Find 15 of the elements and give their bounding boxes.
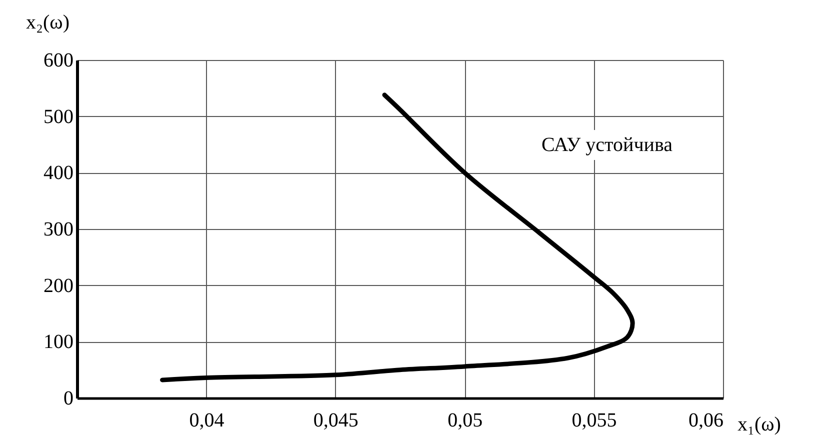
annotation: САУ устойчива xyxy=(541,134,673,156)
y-tick-label: 200 xyxy=(44,274,74,297)
x-tick-label: 0,045 xyxy=(313,410,358,432)
y-tick-label: 600 xyxy=(44,50,74,72)
y-tick-label: 300 xyxy=(44,218,74,240)
x-tick-label: 0,05 xyxy=(448,410,483,432)
y-axis-title: x₂(ω) xyxy=(26,12,70,34)
y-tick-label: 100 xyxy=(44,331,74,354)
x-tick-label: 0,06 xyxy=(688,410,724,432)
y-tick-label: 400 xyxy=(44,162,74,184)
x-tick-label: 0,04 xyxy=(189,410,224,432)
x-tick-label: 0,055 xyxy=(572,410,617,432)
x-axis-title: x₁(ω) xyxy=(738,414,781,436)
y-tick-label: 0 xyxy=(64,388,74,410)
y-tick-label: 500 xyxy=(44,106,74,128)
